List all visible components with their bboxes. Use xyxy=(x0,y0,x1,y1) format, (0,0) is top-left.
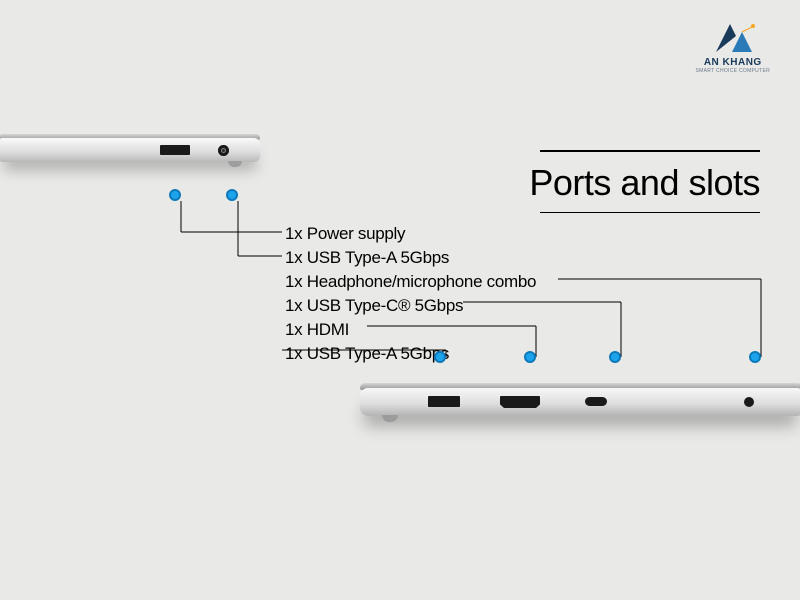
label-usb-a-1: 1x USB Type-A 5Gbps xyxy=(285,246,536,270)
title-rule-bottom xyxy=(540,212,760,213)
callout-dot xyxy=(524,351,536,363)
port-labels: 1x Power supply 1x USB Type-A 5Gbps 1x H… xyxy=(285,222,536,366)
laptop-right-side xyxy=(360,388,800,436)
label-usb-c: 1x USB Type-C® 5Gbps xyxy=(285,294,536,318)
section-title: Ports and slots xyxy=(529,162,760,204)
brand-name: AN KHANG xyxy=(696,57,770,68)
port-hdmi xyxy=(500,396,540,408)
port-usb-a xyxy=(160,145,190,155)
port-power xyxy=(218,145,229,156)
callout-dot xyxy=(749,351,761,363)
label-hdmi: 1x HDMI xyxy=(285,318,536,342)
callout-dot xyxy=(169,189,181,201)
brand-tagline: SMART CHOICE COMPUTER xyxy=(696,68,770,74)
callout-dot xyxy=(609,351,621,363)
title-rule-top xyxy=(540,150,760,152)
callout-dot xyxy=(434,351,446,363)
laptop-left-side xyxy=(0,138,260,186)
brand-logo: AN KHANG SMART CHOICE COMPUTER xyxy=(696,20,770,74)
label-audio: 1x Headphone/microphone combo xyxy=(285,270,536,294)
callout-dot xyxy=(226,189,238,201)
label-power: 1x Power supply xyxy=(285,222,536,246)
port-usb-a xyxy=(428,396,460,407)
port-audio xyxy=(744,397,754,407)
port-usb-c xyxy=(585,397,607,406)
brand-logo-mark xyxy=(708,20,758,55)
label-usb-a-2: 1x USB Type-A 5Gbps xyxy=(285,342,536,366)
